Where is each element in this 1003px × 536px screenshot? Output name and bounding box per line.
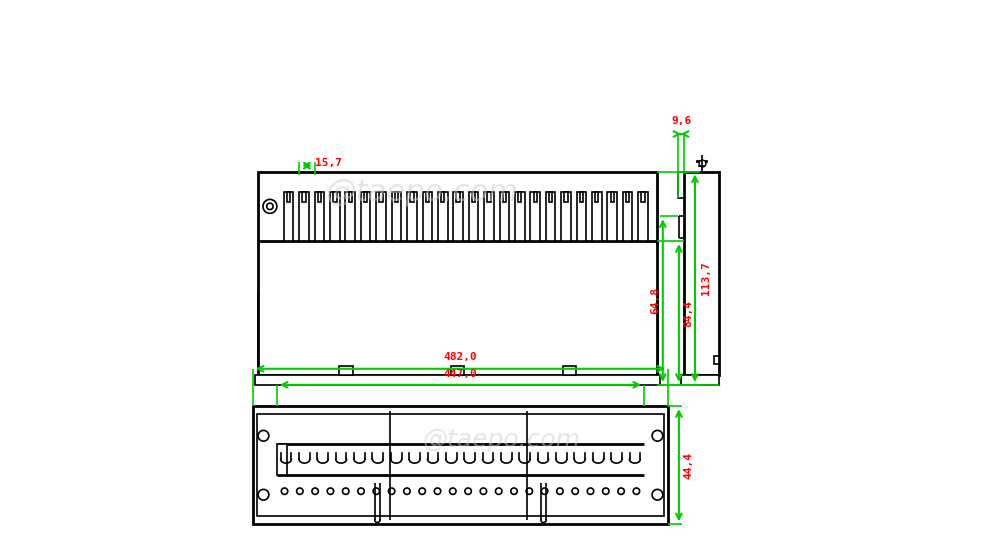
Bar bbox=[253, 406, 667, 524]
Bar bbox=[407, 192, 416, 241]
Bar bbox=[255, 375, 659, 385]
Bar bbox=[456, 192, 459, 202]
Bar bbox=[638, 192, 647, 241]
Text: 64,8: 64,8 bbox=[650, 287, 659, 314]
Bar bbox=[486, 192, 490, 202]
Bar bbox=[391, 192, 401, 241]
Text: 44,4: 44,4 bbox=[682, 452, 692, 479]
Bar bbox=[625, 192, 629, 202]
Bar bbox=[677, 172, 684, 198]
Bar bbox=[450, 366, 464, 375]
Bar bbox=[713, 356, 718, 364]
Bar bbox=[563, 366, 576, 375]
Text: 84,4: 84,4 bbox=[682, 300, 692, 326]
Bar bbox=[284, 192, 293, 241]
Text: 113,7: 113,7 bbox=[701, 262, 711, 295]
Bar bbox=[318, 192, 321, 202]
Bar bbox=[561, 192, 571, 241]
Bar bbox=[440, 192, 444, 202]
Bar bbox=[333, 192, 336, 202]
Bar bbox=[360, 192, 370, 241]
Bar bbox=[684, 172, 718, 375]
Bar bbox=[258, 294, 657, 363]
Bar bbox=[364, 192, 367, 202]
Text: 15,7: 15,7 bbox=[315, 158, 342, 168]
Bar bbox=[471, 192, 474, 202]
Bar bbox=[410, 192, 413, 202]
Bar bbox=[549, 192, 552, 202]
Bar bbox=[453, 192, 462, 241]
Bar bbox=[302, 192, 305, 202]
Bar bbox=[299, 192, 309, 241]
Text: @taepo.com: @taepo.com bbox=[325, 178, 518, 207]
Bar bbox=[576, 192, 586, 241]
Bar bbox=[314, 192, 324, 241]
Bar bbox=[437, 192, 447, 241]
Bar bbox=[330, 192, 339, 241]
Bar bbox=[257, 414, 663, 516]
Bar bbox=[530, 192, 540, 241]
Bar bbox=[564, 192, 567, 202]
Bar bbox=[287, 192, 290, 202]
Bar bbox=[579, 192, 583, 202]
Bar bbox=[499, 192, 509, 241]
Text: 482,0: 482,0 bbox=[443, 352, 476, 362]
Bar bbox=[483, 192, 493, 241]
Bar bbox=[622, 192, 632, 241]
Bar bbox=[641, 192, 644, 202]
Text: 447,0: 447,0 bbox=[443, 369, 476, 379]
Bar bbox=[258, 172, 657, 375]
Bar bbox=[379, 192, 382, 202]
Bar bbox=[339, 366, 352, 375]
Bar bbox=[422, 192, 431, 241]
Bar bbox=[277, 444, 286, 475]
Bar bbox=[345, 192, 355, 241]
Bar bbox=[518, 192, 521, 202]
Bar bbox=[595, 192, 598, 202]
Bar bbox=[376, 192, 385, 241]
Bar bbox=[348, 192, 352, 202]
Bar bbox=[546, 192, 555, 241]
Bar bbox=[680, 375, 718, 385]
Bar bbox=[515, 192, 524, 241]
Bar bbox=[592, 192, 601, 241]
Bar bbox=[468, 192, 477, 241]
Text: 9,6: 9,6 bbox=[670, 116, 690, 126]
Bar bbox=[394, 192, 398, 202]
Bar bbox=[610, 192, 613, 202]
Bar bbox=[425, 192, 428, 202]
Text: @taepo.com: @taepo.com bbox=[422, 428, 581, 451]
Bar bbox=[607, 192, 617, 241]
Bar bbox=[533, 192, 537, 202]
Bar bbox=[503, 192, 506, 202]
